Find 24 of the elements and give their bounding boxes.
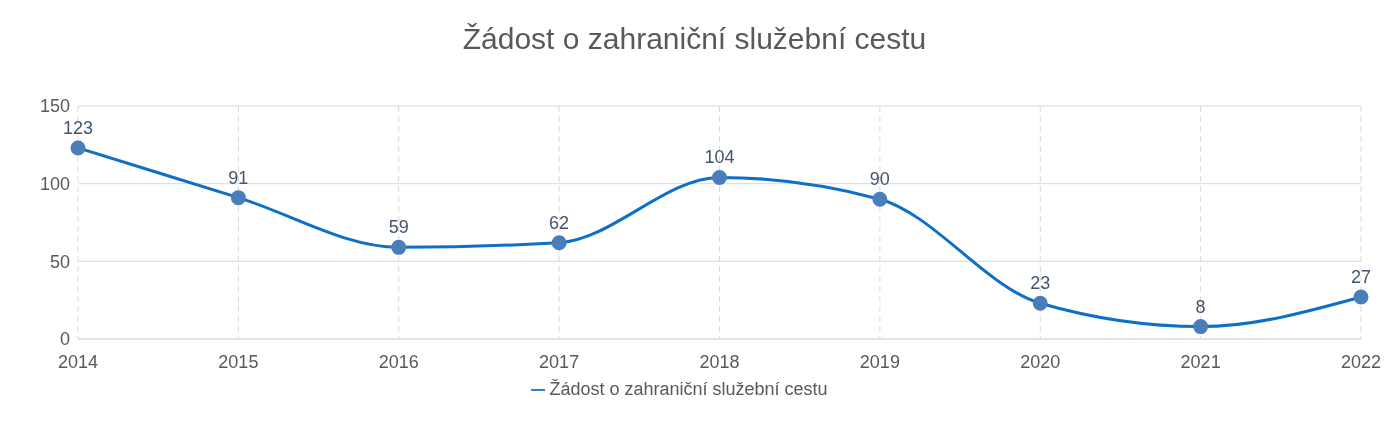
y-tick-label: 150 xyxy=(39,96,70,117)
x-tick-label: 2019 xyxy=(859,351,900,372)
x-tick-label: 2018 xyxy=(699,351,740,372)
x-tick-label: 2021 xyxy=(1180,351,1221,372)
data-label: 23 xyxy=(1030,273,1051,294)
x-tick-label: 2015 xyxy=(218,351,259,372)
data-label: 8 xyxy=(1195,296,1206,317)
y-tick-label: 50 xyxy=(49,251,70,272)
data-label: 27 xyxy=(1350,267,1372,288)
x-tick-label: 2022 xyxy=(1340,351,1382,372)
y-tick-label: 100 xyxy=(39,174,70,195)
data-label: 123 xyxy=(62,117,94,138)
x-tick-label: 2016 xyxy=(378,351,419,372)
chart-title: Žádost o zahraniční služební cestu xyxy=(461,21,928,57)
data-label: 62 xyxy=(549,212,570,233)
data-label: 104 xyxy=(704,147,735,168)
y-tick-label: 0 xyxy=(59,329,70,350)
data-label: 91 xyxy=(228,167,249,188)
x-tick-label: 2020 xyxy=(1020,351,1061,372)
data-label: 59 xyxy=(388,217,409,238)
legend-label: Žádost o zahraniční služební cestu xyxy=(549,379,828,399)
data-label: 90 xyxy=(869,169,890,190)
x-tick-label: 2014 xyxy=(57,351,99,372)
x-tick-label: 2017 xyxy=(539,351,580,372)
